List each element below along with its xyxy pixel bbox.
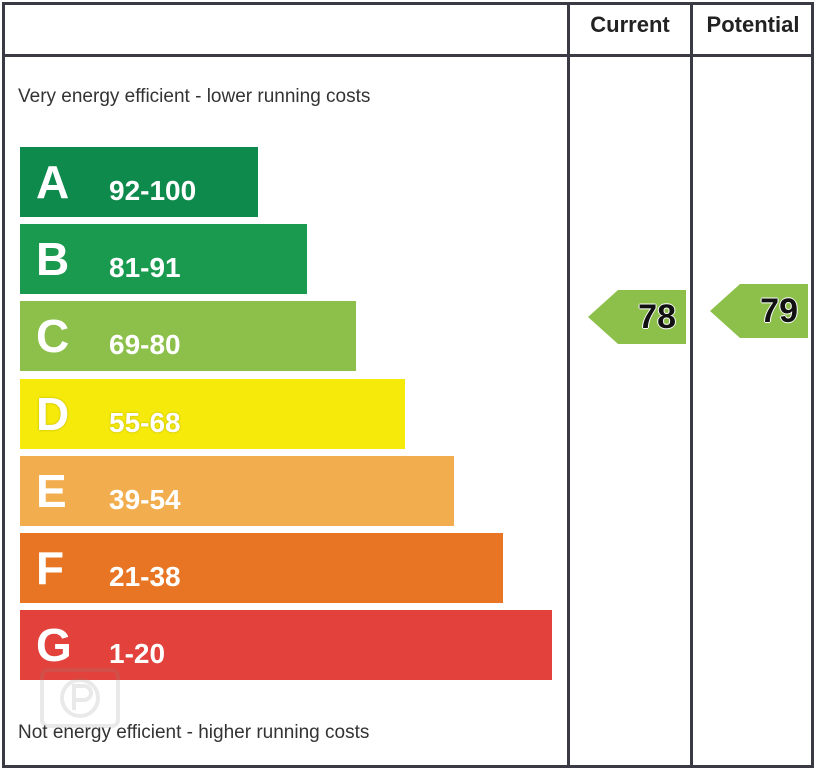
band-range: 92-100 [109, 175, 197, 206]
band-e: E 39-54 [20, 456, 454, 526]
potential-arrow-shape [710, 284, 808, 338]
band-range: 21-38 [109, 561, 181, 592]
current-header: Current [590, 12, 670, 37]
band-a: A 92-100 [20, 147, 258, 217]
bottom-note: Not energy efficient - higher running co… [18, 722, 370, 743]
band-range: 69-80 [109, 329, 181, 360]
current-rating-arrow: 78 [588, 290, 686, 344]
band-c: C 69-80 [20, 301, 356, 371]
band-letter: A [36, 156, 70, 208]
band-range: 81-91 [109, 252, 181, 283]
potential-header: Potential [706, 12, 800, 37]
band-range: 39-54 [109, 484, 181, 515]
band-f: F 21-38 [20, 533, 503, 603]
band-b: B 81-91 [20, 224, 307, 294]
band-letter: F [36, 542, 65, 594]
top-note: Very energy efficient - lower running co… [18, 86, 371, 107]
current-arrow-shape [588, 290, 686, 344]
band-range: 1-20 [109, 638, 166, 669]
band-letter: B [36, 233, 70, 285]
band-g: G 1-20 [20, 610, 552, 680]
header-divider [2, 54, 814, 57]
current-column [567, 2, 693, 768]
band-d: D 55-68 [20, 379, 405, 449]
p-logo-icon [40, 668, 120, 728]
band-letter: E [36, 465, 67, 517]
current-rating-value: 78 [638, 298, 676, 336]
band-range: 55-68 [109, 407, 181, 438]
band-letter: C [36, 310, 70, 362]
band-letter: D [36, 388, 70, 440]
band-letter: G [36, 619, 72, 671]
potential-rating-arrow: 79 [710, 284, 808, 338]
potential-column [690, 2, 814, 768]
potential-rating-value: 79 [760, 292, 798, 330]
